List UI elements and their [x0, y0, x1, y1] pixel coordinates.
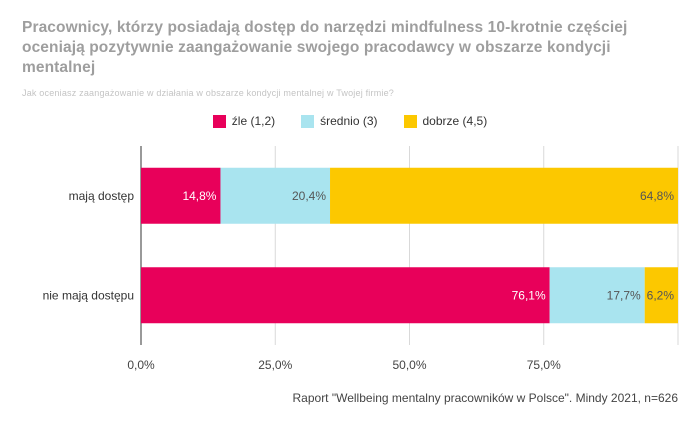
- legend-label-zle: źle (1,2): [231, 114, 276, 128]
- x-tick-label: 0,0%: [127, 358, 155, 372]
- chart-subtitle: Jak oceniasz zaangażowanie w działania w…: [22, 88, 395, 98]
- bar-segment-srednio: [220, 167, 331, 224]
- legend-swatch-zle: [212, 114, 226, 128]
- data-label: 76,1%: [512, 288, 546, 302]
- data-label: 14,8%: [182, 189, 216, 203]
- data-label: 64,8%: [640, 189, 674, 203]
- bar-segment-zle: [141, 267, 550, 324]
- x-tick-label: 25,0%: [258, 358, 292, 372]
- bar-segment-dobrze: [644, 267, 678, 324]
- legend-item-srednio: średnio (3): [301, 114, 378, 128]
- data-label: 20,4%: [292, 189, 326, 203]
- legend-swatch-srednio: [301, 114, 315, 128]
- legend-item-zle: źle (1,2): [212, 114, 276, 128]
- data-label: 6,2%: [647, 288, 675, 302]
- category-label: mają dostęp: [69, 189, 135, 203]
- category-label: nie mają dostępu: [43, 288, 134, 302]
- bar-segment-zle: [141, 167, 221, 224]
- x-tick-label: 75,0%: [527, 358, 561, 372]
- data-label: 17,7%: [607, 288, 641, 302]
- legend-swatch-dobrze: [403, 114, 417, 128]
- legend-label-dobrze: dobrze (4,5): [422, 114, 488, 128]
- source-note: Raport "Wellbeing mentalny pracowników w…: [292, 391, 679, 405]
- bar-segment-dobrze: [330, 167, 678, 224]
- legend-item-dobrze: dobrze (4,5): [403, 114, 488, 128]
- x-tick-label: 50,0%: [392, 358, 426, 372]
- bar-segment-srednio: [549, 267, 645, 324]
- chart-title: Pracownicy, którzy posiadają dostęp do n…: [22, 19, 628, 76]
- legend: źle (1,2) średnio (3) dobrze (4,5): [0, 114, 700, 128]
- legend-label-srednio: średnio (3): [320, 114, 378, 128]
